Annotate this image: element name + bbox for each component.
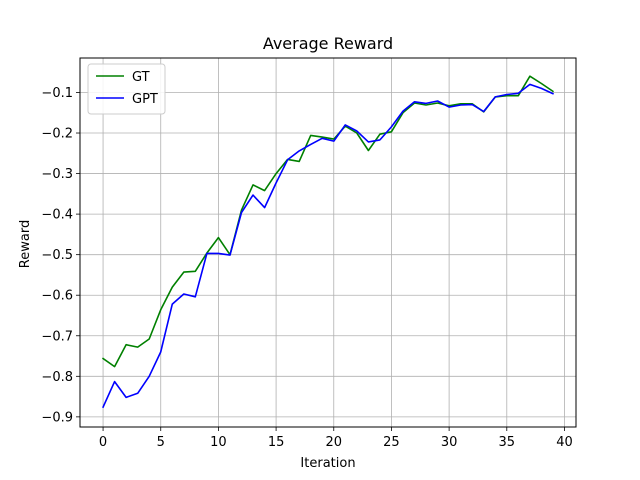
chart-title: Average Reward [263, 34, 393, 53]
x-tick-label: 25 [383, 435, 400, 450]
x-tick-label: 0 [99, 435, 107, 450]
y-tick-label: −0.4 [41, 208, 73, 223]
y-axis-label: Reward [18, 220, 33, 268]
x-tick-label: 10 [210, 435, 227, 450]
series-line-gt [101, 75, 555, 368]
y-tick-label: −0.8 [41, 370, 73, 385]
y-tick-label: −0.2 [41, 127, 73, 142]
x-tick-label: 5 [157, 435, 165, 450]
x-tick-label: 35 [499, 435, 516, 450]
legend: GT GPT [87, 63, 166, 115]
y-tick-label: −0.1 [41, 86, 73, 101]
legend-label-gt: GT [132, 70, 150, 85]
legend-label-gpt: GPT [132, 92, 158, 107]
x-tick-label: 30 [441, 435, 458, 450]
y-tick-label: −0.7 [41, 329, 73, 344]
y-tick-label: −0.5 [41, 248, 73, 263]
series-layer [101, 75, 555, 409]
series-line-gpt [102, 83, 554, 409]
x-axis-label: Iteration [300, 456, 355, 471]
x-tick-label: 20 [325, 435, 342, 450]
y-tick-label: −0.9 [41, 410, 73, 425]
y-tick-label: −0.3 [41, 167, 73, 182]
grid-layer [80, 58, 576, 427]
tick-layer: 0 5 10 15 20 25 30 35 40 −0.9 −0.8 −0.7 −0.6 −0.5 −0.4… [41, 86, 572, 450]
y-tick-label: −0.6 [41, 289, 73, 304]
x-tick-label: 15 [268, 435, 285, 450]
plot-frame [79, 57, 577, 428]
x-tick-label: 40 [556, 435, 573, 450]
